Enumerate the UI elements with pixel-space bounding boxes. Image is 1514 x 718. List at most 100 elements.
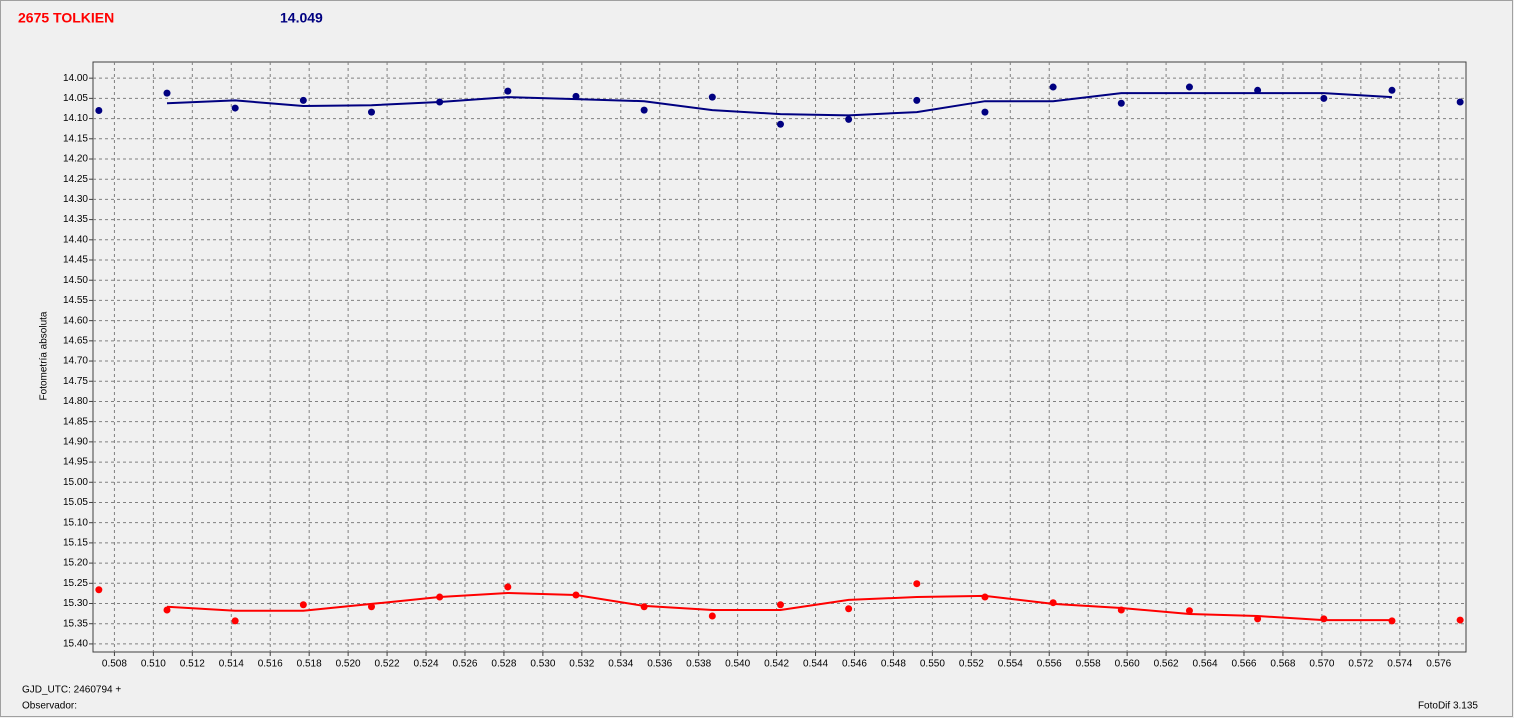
x-tick-label: 0.540 [725, 659, 750, 670]
data-point [436, 593, 444, 601]
y-tick-label: 14.95 [63, 457, 88, 468]
x-tick-label: 0.528 [491, 659, 516, 670]
x-tick-label: 0.530 [530, 659, 555, 670]
x-tick-label: 0.524 [414, 659, 439, 670]
x-tick-label: 0.562 [1154, 659, 1179, 670]
data-point [572, 92, 580, 100]
data-point [1117, 606, 1125, 614]
data-point [95, 586, 103, 594]
data-point [1388, 86, 1396, 94]
y-tick-label: 15.20 [63, 558, 88, 569]
data-point [640, 106, 648, 114]
x-tick-label: 0.568 [1270, 659, 1295, 670]
x-tick-label: 0.566 [1231, 659, 1256, 670]
fit-line [166, 92, 1393, 117]
y-tick-label: 14.40 [63, 234, 88, 245]
data-point [95, 106, 103, 114]
y-tick-label: 14.05 [63, 93, 88, 104]
x-tick-label: 0.536 [647, 659, 672, 670]
x-tick-label: 0.508 [102, 659, 127, 670]
y-tick-label: 14.00 [63, 73, 88, 84]
x-tick-label: 0.532 [569, 659, 594, 670]
x-tick-label: 0.550 [920, 659, 945, 670]
y-tick-label: 15.05 [63, 497, 88, 508]
y-tick-label: 15.25 [63, 578, 88, 589]
x-tick-label: 0.544 [803, 659, 828, 670]
data-point [1320, 94, 1328, 102]
data-point [504, 583, 512, 591]
y-tick-label: 14.55 [63, 295, 88, 306]
y-tick-label: 15.35 [63, 618, 88, 629]
x-tick-label: 0.534 [608, 659, 633, 670]
x-tick-label: 0.572 [1348, 659, 1373, 670]
x-tick-label: 0.518 [297, 659, 322, 670]
x-tick-label: 0.510 [141, 659, 166, 670]
y-tick-label: 14.10 [63, 113, 88, 124]
data-point [776, 120, 784, 128]
x-tick-label: 0.552 [959, 659, 984, 670]
x-tick-label: 0.548 [881, 659, 906, 670]
y-tick-label: 14.85 [63, 416, 88, 427]
data-point [572, 591, 580, 599]
data-point [1456, 98, 1464, 106]
software-label: FotoDif 3.135 [1418, 701, 1478, 712]
x-tick-label: 0.514 [219, 659, 244, 670]
data-point [1254, 615, 1262, 623]
data-point [845, 605, 853, 613]
x-tick-label: 0.576 [1426, 659, 1451, 670]
x-tick-label: 0.546 [842, 659, 867, 670]
x-tick-label: 0.538 [686, 659, 711, 670]
data-point [231, 617, 239, 625]
data-point [299, 601, 307, 609]
data-point [504, 87, 512, 95]
data-point [231, 104, 239, 112]
y-tick-label: 14.60 [63, 315, 88, 326]
data-point [1185, 83, 1193, 91]
y-tick-label: 14.15 [63, 133, 88, 144]
x-tick-label: 0.542 [764, 659, 789, 670]
plot-area [92, 61, 1467, 653]
data-point [776, 601, 784, 609]
x-tick-label: 0.516 [258, 659, 283, 670]
data-point [436, 98, 444, 106]
x-tick-label: 0.560 [1115, 659, 1140, 670]
x-tick-label: 0.574 [1387, 659, 1412, 670]
y-tick-label: 14.90 [63, 437, 88, 448]
data-point [640, 603, 648, 611]
data-point [1254, 86, 1262, 94]
data-point [845, 115, 853, 123]
y-tick-label: 15.30 [63, 598, 88, 609]
x-tick-label: 0.522 [375, 659, 400, 670]
x-tick-label: 0.558 [1076, 659, 1101, 670]
data-point [1049, 83, 1057, 91]
data-point [708, 93, 716, 101]
data-point [981, 593, 989, 601]
y-tick-label: 14.35 [63, 214, 88, 225]
y-tick-label: 14.20 [63, 154, 88, 165]
data-point [913, 580, 921, 588]
data-point [163, 606, 171, 614]
y-tick-label: 14.70 [63, 356, 88, 367]
data-point [708, 612, 716, 620]
title: 2675 TOLKIEN [18, 10, 114, 26]
x-tick-label: 0.512 [180, 659, 205, 670]
y-tick-label: 14.75 [63, 376, 88, 387]
data-point [1049, 599, 1057, 607]
y-tick-label: 15.40 [63, 639, 88, 650]
x-tick-label: 0.564 [1193, 659, 1218, 670]
x-tick-label: 0.526 [452, 659, 477, 670]
data-point [1388, 617, 1396, 625]
y-tick-label: 14.80 [63, 396, 88, 407]
data-point [1117, 99, 1125, 107]
data-point [913, 96, 921, 104]
subtitle: 14.049 [280, 10, 323, 26]
data-point [1185, 607, 1193, 615]
data-point [163, 89, 171, 97]
data-point [367, 108, 375, 116]
y-axis-label: Fotometría absoluta [39, 311, 50, 400]
observer-label: Observador: [22, 701, 77, 712]
y-tick-label: 14.45 [63, 255, 88, 266]
